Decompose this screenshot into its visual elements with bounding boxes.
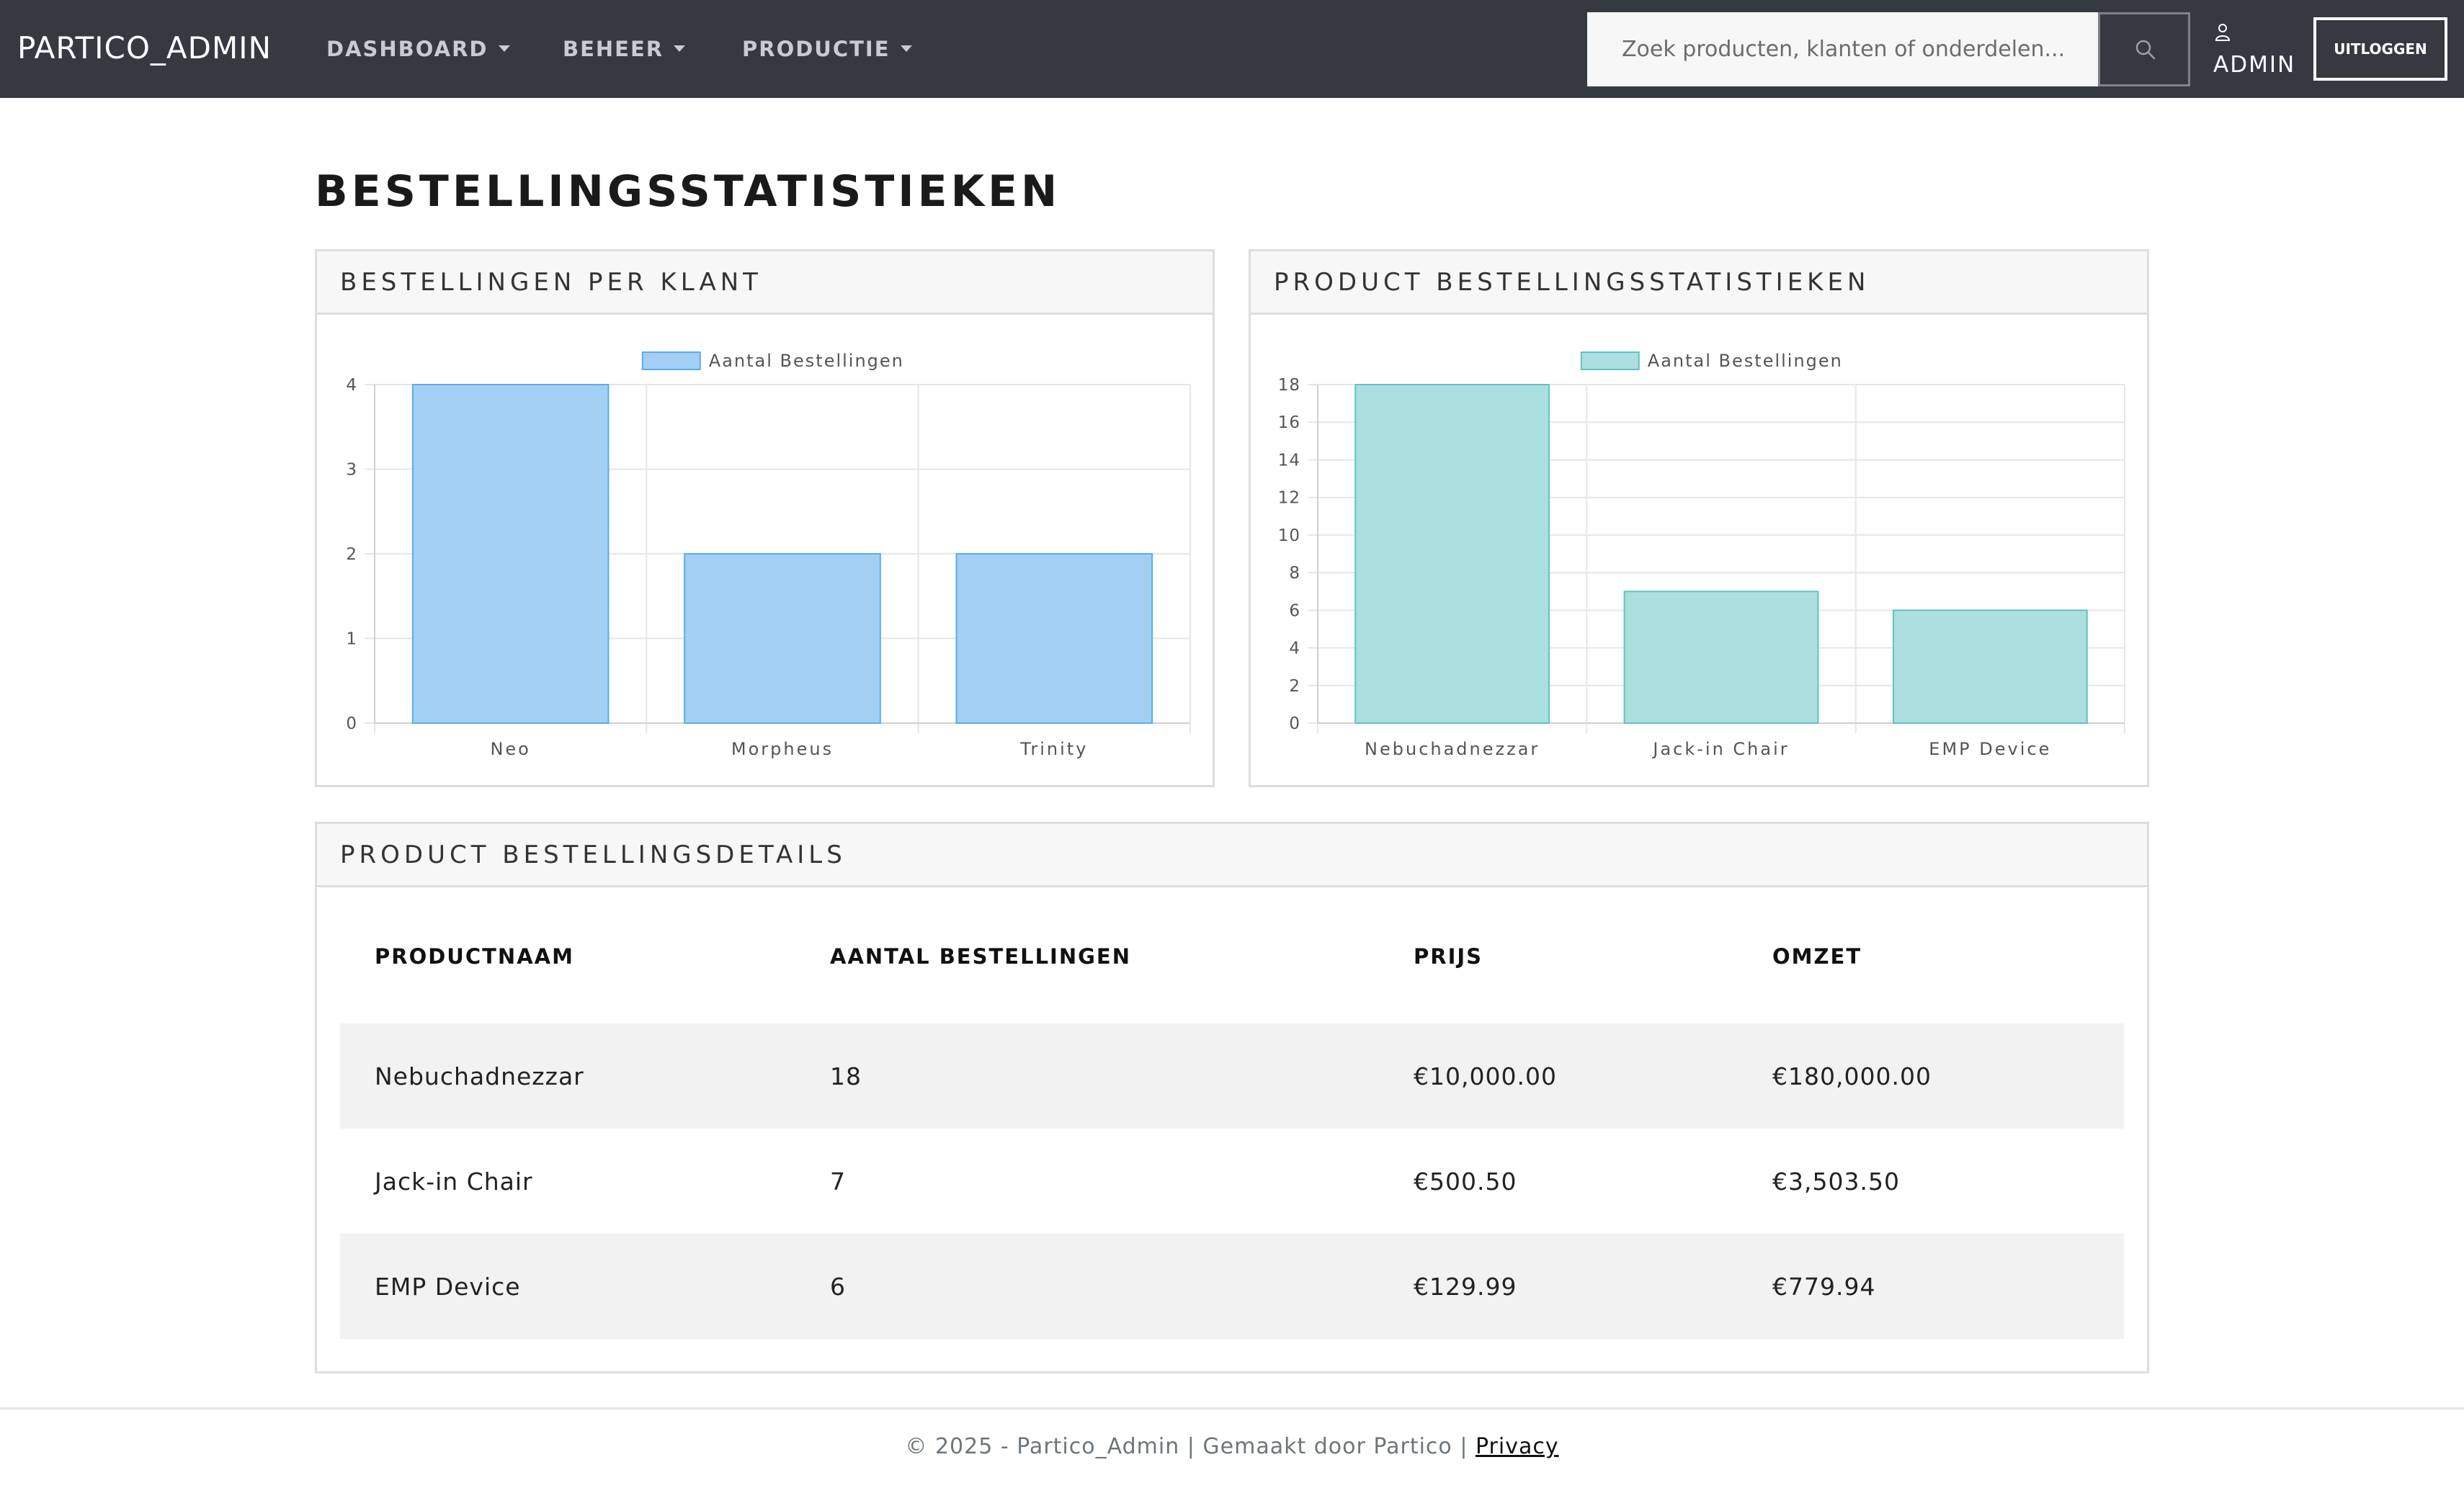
card-title: PRODUCT BESTELLINGSDETAILS xyxy=(340,841,847,869)
column-header-omzet: OMZET xyxy=(1772,944,1862,969)
caret-down-icon xyxy=(498,45,510,52)
cell-product-name: Jack-in Chair xyxy=(375,1167,533,1196)
search-input[interactable] xyxy=(1587,12,2099,86)
bar-nebuchadnezzar xyxy=(1354,384,1550,724)
cell-revenue: €3,503.50 xyxy=(1772,1167,1900,1196)
y-tick-label: 2 xyxy=(1289,677,1300,696)
search-button[interactable] xyxy=(2098,12,2190,86)
bar-neo xyxy=(411,384,610,724)
logout-button[interactable]: UITLOGGEN xyxy=(2313,17,2447,81)
nav-productie-label: PRODUCTIE xyxy=(742,37,890,61)
table-header-row: PRODUCTNAAM AANTAL BESTELLINGEN PRIJS OM… xyxy=(340,889,2124,1023)
user-menu[interactable]: ADMIN xyxy=(2213,19,2296,84)
y-tick-label: 4 xyxy=(1289,640,1300,658)
card-title: PRODUCT BESTELLINGSSTATISTIEKEN xyxy=(1274,268,1870,297)
nav-dashboard-dropdown[interactable]: DASHBOARD xyxy=(326,35,510,63)
privacy-link[interactable]: Privacy xyxy=(1475,1434,1559,1459)
user-label: ADMIN xyxy=(2213,52,2296,78)
caret-down-icon xyxy=(674,45,686,52)
y-tick-label: 2 xyxy=(346,545,357,564)
cell-revenue: €779.94 xyxy=(1738,1234,2124,1339)
y-tick-label: 12 xyxy=(1278,489,1300,508)
legend-label: Aantal Bestellingen xyxy=(1648,351,1843,371)
y-tick-label: 18 xyxy=(1278,376,1300,395)
y-tick-label: 10 xyxy=(1278,526,1300,545)
table-row: Jack-in Chair 7 €500.50 €3,503.50 xyxy=(340,1129,2124,1234)
product-orders-card: PRODUCT BESTELLINGSSTATISTIEKEN Aantal B… xyxy=(1249,249,2149,787)
cell-product-name: EMP Device xyxy=(340,1234,795,1339)
caret-down-icon xyxy=(900,45,912,52)
card-header: PRODUCT BESTELLINGSSTATISTIEKEN xyxy=(1251,251,2147,315)
search-icon xyxy=(2135,40,2156,60)
x-tick-label: Morpheus xyxy=(731,739,834,759)
x-tick-label: Jack-in Chair xyxy=(1651,739,1789,759)
y-tick-label: 8 xyxy=(1289,564,1300,583)
nav-productie-dropdown[interactable]: PRODUCTIE xyxy=(742,35,912,63)
column-header-aantal: AANTAL BESTELLINGEN xyxy=(830,944,1132,969)
customer-orders-card: BESTELLINGEN PER KLANT Aantal Bestelling… xyxy=(315,249,1215,787)
customer-orders-chart: Aantal Bestellingen 0 1 2 3 4 Neo Morpheus Trini… xyxy=(346,351,1191,759)
cell-price: €500.50 xyxy=(1414,1167,1517,1196)
y-tick-label: 1 xyxy=(346,630,357,649)
column-header-productnaam: PRODUCTNAAM xyxy=(375,944,574,969)
cell-price: €10,000.00 xyxy=(1379,1023,1738,1129)
cell-revenue: €180,000.00 xyxy=(1738,1023,2124,1129)
footer: © 2025 - Partico_Admin | Gemaakt door Pa… xyxy=(0,1407,2464,1488)
product-details-card: PRODUCT BESTELLINGSDETAILS PRODUCTNAAM A… xyxy=(315,822,2149,1373)
bar-jack-in-chair xyxy=(1623,591,1819,724)
column-header-prijs: PRIJS xyxy=(1414,944,1483,969)
legend-swatch xyxy=(1580,351,1640,370)
cell-product-name: Nebuchadnezzar xyxy=(340,1023,795,1129)
x-tick-label: Trinity xyxy=(1019,739,1088,759)
legend-swatch xyxy=(641,351,701,370)
user-icon xyxy=(2215,24,2231,41)
bar-morpheus xyxy=(684,553,881,724)
product-details-table: PRODUCTNAAM AANTAL BESTELLINGEN PRIJS OM… xyxy=(340,889,2124,1339)
nav-beheer-dropdown[interactable]: BEHEER xyxy=(563,35,686,63)
card-title: BESTELLINGEN PER KLANT xyxy=(340,268,762,297)
y-tick-label: 16 xyxy=(1278,413,1300,432)
cell-order-count: 6 xyxy=(795,1234,1379,1339)
bar-trinity xyxy=(955,553,1153,724)
y-tick-label: 0 xyxy=(1289,714,1300,733)
table-row: Nebuchadnezzar 18 €10,000.00 €180,000.00 xyxy=(340,1023,2124,1129)
y-tick-label: 4 xyxy=(346,376,357,395)
page-title: BESTELLINGSSTATISTIEKEN xyxy=(315,166,1061,217)
legend-label: Aantal Bestellingen xyxy=(709,351,904,371)
brand-logo[interactable]: PARTICO_ADMIN xyxy=(17,30,272,66)
x-tick-label: EMP Device xyxy=(1929,739,2051,759)
x-tick-label: Nebuchadnezzar xyxy=(1365,739,1540,759)
x-tick-label: Neo xyxy=(490,739,530,759)
card-header: PRODUCT BESTELLINGSDETAILS xyxy=(317,824,2147,887)
nav-beheer-label: BEHEER xyxy=(563,37,664,61)
cell-order-count: 18 xyxy=(795,1023,1379,1129)
cell-price: €129.99 xyxy=(1379,1234,1738,1339)
nav-dashboard-label: DASHBOARD xyxy=(326,37,488,61)
y-tick-label: 0 xyxy=(346,714,357,733)
card-header: BESTELLINGEN PER KLANT xyxy=(317,251,1213,315)
product-orders-chart: Aantal Bestellingen 0 2 4 6 8 10 12 14 16 18 Nebuch… xyxy=(1278,351,2125,759)
footer-text: © 2025 - Partico_Admin | Gemaakt door Pa… xyxy=(905,1434,1476,1459)
y-tick-label: 14 xyxy=(1278,451,1300,470)
bar-emp-device xyxy=(1892,609,2088,725)
y-tick-label: 6 xyxy=(1289,601,1300,620)
cell-order-count: 7 xyxy=(830,1167,846,1196)
navbar: PARTICO_ADMIN DASHBOARD BEHEER PRODUCTIE… xyxy=(0,0,2464,98)
table-row: EMP Device 6 €129.99 €779.94 xyxy=(340,1234,2124,1339)
y-tick-label: 3 xyxy=(346,461,357,480)
